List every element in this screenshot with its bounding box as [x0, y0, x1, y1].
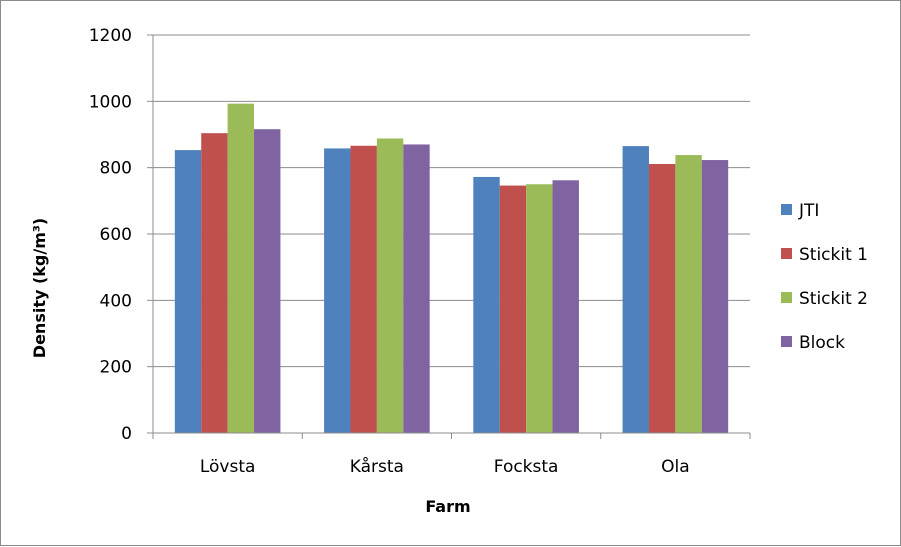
- bar-block: [552, 180, 579, 433]
- x-tick-labels: Lövsta Kårsta Focksta Ola: [200, 456, 690, 477]
- bar-jti: [622, 146, 649, 433]
- x-tick-label: Kårsta: [350, 456, 404, 477]
- y-tick-label: 0: [121, 424, 132, 444]
- y-tick-label: 400: [100, 291, 132, 311]
- y-tick-labels: 0 200 400 600 800 1000 1200: [89, 26, 132, 444]
- bar-stickit-2: [526, 184, 553, 433]
- bar-stickit-1: [648, 164, 676, 434]
- bar-stickit-1: [201, 133, 228, 433]
- y-tick-label: 800: [100, 159, 132, 179]
- bar-block: [701, 160, 729, 433]
- legend-label: Block: [799, 333, 845, 353]
- x-axis-title: Farm: [425, 497, 470, 516]
- legend-swatch: [781, 204, 792, 215]
- bar-block: [254, 129, 281, 433]
- legend-label: Stickit 1: [799, 245, 868, 265]
- bar-stickit-2: [376, 138, 404, 434]
- bar-jti: [174, 150, 202, 434]
- legend-swatch: [781, 292, 792, 303]
- legend-swatch: [781, 248, 792, 259]
- x-tick-label: Ola: [661, 457, 690, 477]
- bar-jti: [473, 176, 500, 433]
- legend-label: Stickit 2: [799, 289, 868, 309]
- x-tick-label: Lövsta: [200, 457, 256, 477]
- y-tick-label: 200: [100, 358, 132, 378]
- legend-swatch: [781, 336, 792, 347]
- x-tick-label: Focksta: [494, 457, 559, 477]
- y-tick-label: 1200: [89, 26, 132, 46]
- bars: [174, 103, 729, 434]
- y-axis-title: Density (kg/m³): [30, 218, 49, 358]
- bar-stickit-1: [350, 145, 377, 433]
- legend: JTI Stickit 1 Stickit 2 Block: [781, 201, 868, 353]
- y-tick-label: 1000: [89, 92, 132, 112]
- bar-stickit-2: [227, 103, 255, 433]
- legend-label: JTI: [798, 201, 819, 221]
- axes: [147, 34, 751, 439]
- bar-stickit-2: [675, 155, 702, 433]
- bar-stickit-1: [499, 185, 527, 433]
- y-tick-label: 600: [100, 225, 132, 245]
- bar-jti: [324, 148, 351, 433]
- bar-block: [403, 144, 430, 433]
